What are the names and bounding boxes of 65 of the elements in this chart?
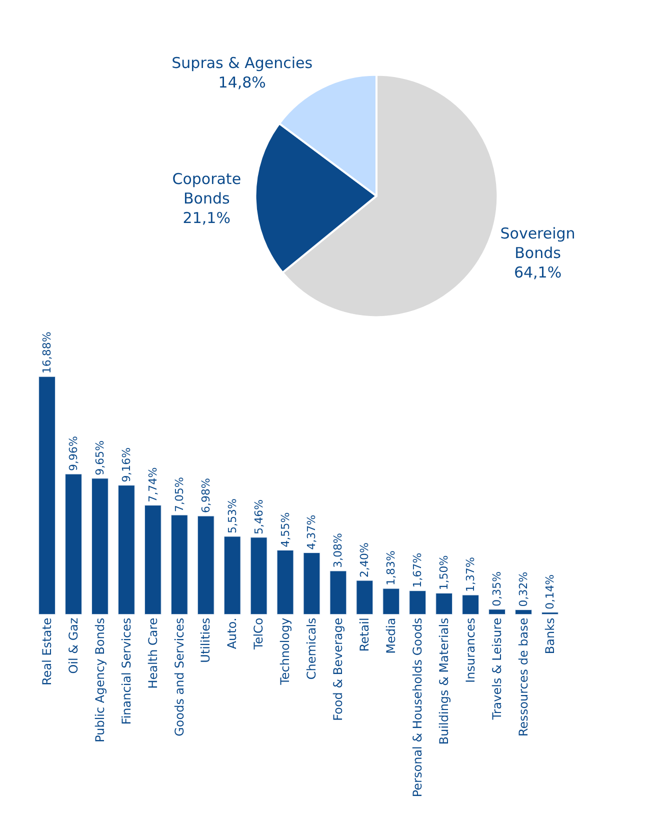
x-tick-label: Oil & Gaz xyxy=(66,618,80,674)
bar xyxy=(276,550,294,614)
x-tick-label: Health Care xyxy=(146,618,160,689)
data-label: 21,1% xyxy=(182,209,230,228)
data-label: 1,83% xyxy=(384,550,398,586)
data-label: 0,14% xyxy=(543,574,556,610)
bar xyxy=(38,376,56,614)
data-label: 2,40% xyxy=(358,542,372,578)
data-label: 6,98% xyxy=(199,478,212,514)
data-label: 9,65% xyxy=(93,440,106,476)
bar xyxy=(382,588,400,614)
x-tick-label: Auto. xyxy=(225,618,240,650)
data-label: 9,96% xyxy=(66,436,80,472)
bar xyxy=(488,609,506,614)
bar xyxy=(224,536,241,614)
x-tick-label: Personal & Households Goods xyxy=(410,618,425,798)
bar xyxy=(92,478,108,614)
x-tick-label: Technology xyxy=(278,618,292,686)
data-label: 4,37% xyxy=(305,514,318,550)
x-tick-label: Chemicals xyxy=(304,618,319,680)
x-tick-label: TelCo xyxy=(252,618,266,650)
x-tick-label: Ressources de base xyxy=(516,618,530,736)
bar xyxy=(462,594,480,614)
data-label: 3,08% xyxy=(332,532,345,568)
bar xyxy=(118,485,135,614)
x-tick-label: Utilities xyxy=(198,618,213,663)
data-label: 4,55% xyxy=(278,512,292,548)
data-label: 16,88% xyxy=(40,332,54,374)
data-label: 1,37% xyxy=(464,557,478,592)
data-label: 64,1% xyxy=(514,264,562,282)
data-label: 0,35% xyxy=(490,571,504,606)
x-tick-label: Real Estate xyxy=(40,618,54,686)
bar xyxy=(436,592,453,614)
bar xyxy=(356,580,374,614)
slice-label: Supras & Agencies xyxy=(172,54,313,72)
bar xyxy=(170,514,188,614)
x-tick-label: Goods and Services xyxy=(172,618,186,736)
bar xyxy=(303,552,320,614)
data-label: 5,46% xyxy=(252,499,266,534)
bar xyxy=(144,505,162,614)
bar xyxy=(65,474,82,614)
data-label: 1,50% xyxy=(438,555,451,590)
x-tick-label: Financial Services xyxy=(119,618,134,725)
bar xyxy=(197,516,214,614)
x-tick-label: Buildings & Materials xyxy=(436,618,451,745)
x-tick-label: Banks xyxy=(542,618,557,654)
x-tick-label: Public Agency Bonds xyxy=(92,618,107,742)
bar xyxy=(409,590,426,614)
data-label: 14,8% xyxy=(218,73,266,92)
slice-label: Sovereign Bonds xyxy=(500,224,576,262)
x-tick-label: Travels & Leisure xyxy=(490,618,504,721)
data-label: 5,53% xyxy=(226,498,239,534)
data-label: 7,74% xyxy=(146,467,160,502)
x-tick-label: Media xyxy=(384,618,398,654)
data-label: 0,32% xyxy=(517,572,530,607)
x-tick-label: Insurances xyxy=(463,618,478,683)
data-label: 9,16% xyxy=(120,447,133,482)
bar xyxy=(515,610,532,614)
data-label: 1,67% xyxy=(411,552,424,588)
slice-label: Coporate Bonds xyxy=(172,170,242,208)
x-tick-label: Food & Beverage xyxy=(331,618,346,721)
x-tick-label: Retail xyxy=(358,618,372,652)
bar xyxy=(250,537,268,614)
data-label: 7,05% xyxy=(172,477,186,512)
bar xyxy=(330,570,347,614)
